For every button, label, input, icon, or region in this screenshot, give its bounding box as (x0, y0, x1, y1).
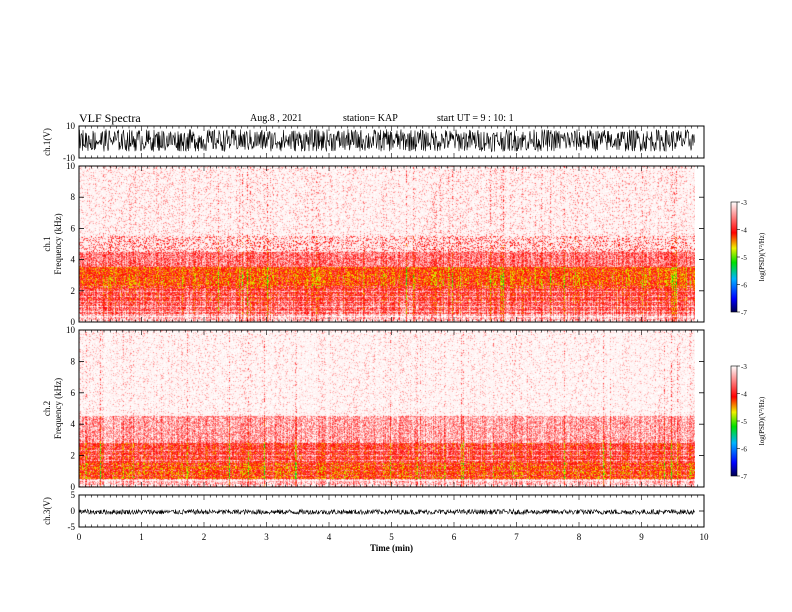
y-tick-label: -10 (63, 153, 75, 163)
x-tick-label: 2 (202, 532, 207, 542)
x-tick-label: 0 (77, 532, 82, 542)
y-tick-label: 0 (71, 482, 76, 492)
station-label: station= KAP (343, 113, 398, 124)
spectrogram-ch2-image (79, 330, 695, 487)
date-label: Aug.8 , 2021 (250, 113, 303, 124)
y-axis-label: ch.1(V) (42, 128, 52, 156)
x-tick-label: 8 (577, 532, 582, 542)
y-tick-label: 2 (71, 286, 76, 296)
chart-title: VLF Spectra (79, 111, 141, 125)
y-tick-label: 6 (71, 388, 76, 398)
y-tick-label: 2 (71, 451, 76, 461)
y-tick-label: 10 (66, 121, 76, 131)
x-tick-label: 9 (639, 532, 644, 542)
colorbar-tick-label: -7 (741, 309, 747, 317)
x-axis-label: Time (min) (370, 543, 413, 553)
x-tick-label: 1 (139, 532, 144, 542)
y-axis-label-channel: ch.1 (42, 236, 52, 251)
y-tick-label: 10 (66, 161, 76, 171)
y-axis-label: ch.3(V) (42, 497, 52, 525)
colorbar-tick-label: -4 (741, 391, 747, 399)
y-axis-label-channel: ch.2 (42, 401, 52, 416)
y-tick-label: 6 (71, 223, 76, 233)
y-tick-label: -5 (68, 522, 76, 532)
colorbar-tick-label: -4 (741, 227, 747, 235)
x-tick-label: 3 (264, 532, 269, 542)
y-tick-label: 0 (71, 506, 76, 516)
spectrogram-ch1-image (79, 166, 695, 322)
colorbar-tick-label: -6 (741, 282, 747, 290)
y-tick-label: 5 (71, 490, 76, 500)
colorbar-label: log(PSD)(V²/Hz) (758, 232, 766, 281)
colorbar-tick-label: -3 (741, 363, 747, 371)
colorbar-tick-label: -3 (741, 199, 747, 207)
colorbar-label: log(PSD)(V²/Hz) (758, 396, 766, 445)
colorbar-tick-label: -6 (741, 446, 747, 454)
colorbar-2 (730, 365, 738, 477)
waveform-ch1-trace (78, 128, 695, 153)
y-tick-label: 10 (66, 325, 76, 335)
y-axis-label: Frequency (kHz) (53, 378, 63, 439)
x-tick-label: 4 (327, 532, 332, 542)
x-tick-label: 5 (389, 532, 394, 542)
waveform-ch3-trace (78, 508, 695, 516)
y-tick-label: 8 (71, 356, 76, 366)
y-tick-label: 4 (71, 419, 76, 429)
colorbar-tick-label: -5 (741, 418, 747, 426)
start-ut-label: start UT = 9 : 10: 1 (437, 113, 514, 124)
x-tick-label: 7 (514, 532, 519, 542)
y-axis-label: Frequency (kHz) (53, 213, 63, 274)
y-tick-label: 0 (71, 317, 76, 327)
colorbar-tick-label: -5 (741, 254, 747, 262)
y-tick-label: 4 (71, 255, 76, 265)
y-tick-label: 8 (71, 192, 76, 202)
colorbar-1 (730, 201, 738, 313)
x-tick-label: 10 (700, 532, 710, 542)
x-tick-label: 6 (452, 532, 457, 542)
colorbar-tick-label: -7 (741, 473, 747, 481)
